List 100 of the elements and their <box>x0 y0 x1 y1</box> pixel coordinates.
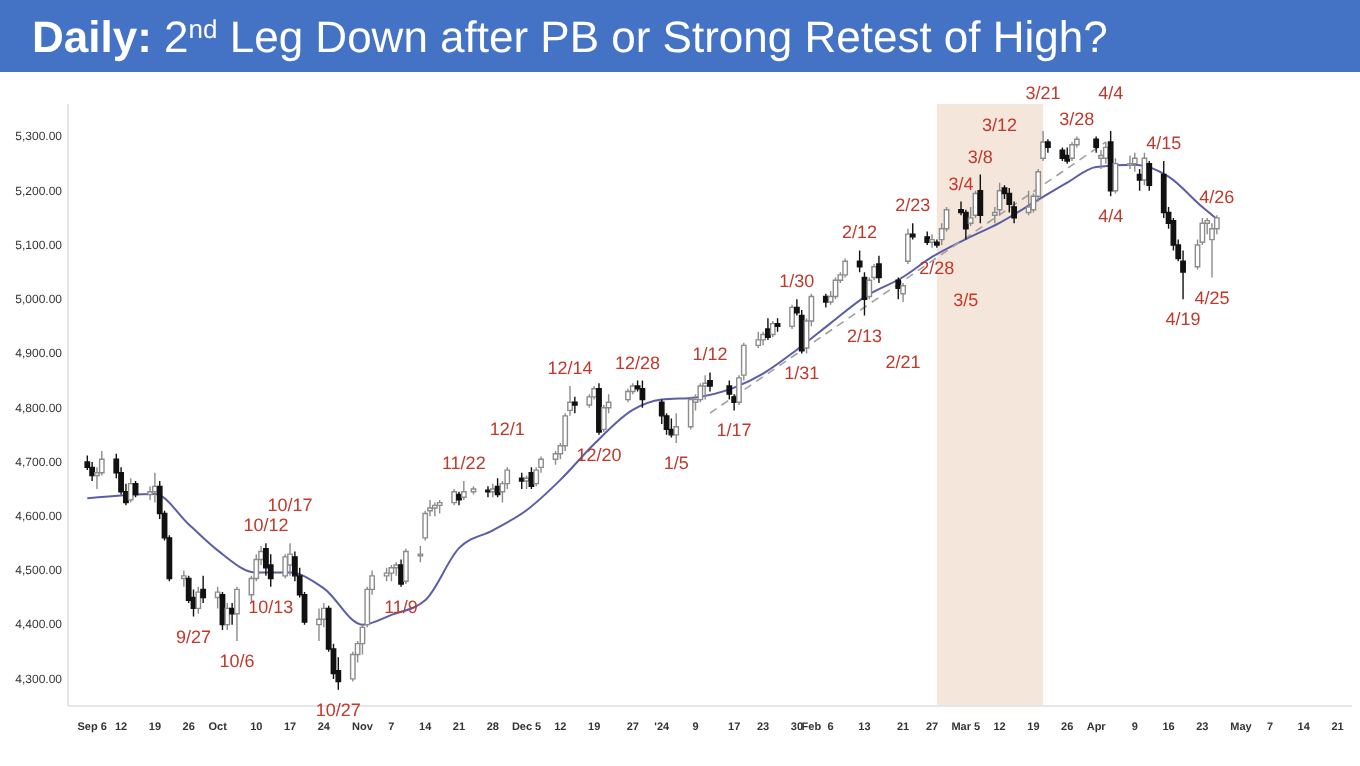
annotation: 1/5 <box>663 452 689 473</box>
candlestick <box>287 542 293 577</box>
candlestick <box>933 238 940 249</box>
candlestick <box>755 331 762 349</box>
candlestick <box>822 293 829 309</box>
candlestick <box>702 374 709 401</box>
candlestick <box>1146 160 1153 192</box>
candlestick <box>402 548 409 585</box>
annotation: 4/4 <box>1098 83 1124 104</box>
annotation: 10/13 <box>248 596 294 617</box>
annotation: 4/4 <box>1098 206 1124 227</box>
candlestick <box>571 396 578 414</box>
candlestick <box>909 222 916 241</box>
candlestick <box>1059 146 1066 162</box>
annotation: 9/27 <box>175 626 212 647</box>
candlestick <box>668 417 675 439</box>
candlestick <box>707 371 713 393</box>
candlestick <box>1044 138 1051 154</box>
candlestick <box>586 393 593 409</box>
annotation: 3/28 <box>1059 108 1095 129</box>
candlestick <box>876 255 882 284</box>
candlestick <box>774 317 781 333</box>
annotation: 2/13 <box>846 325 882 346</box>
candlestick <box>518 472 525 490</box>
annotation: 12/28 <box>615 352 661 373</box>
candlestick <box>962 209 969 241</box>
candlestick <box>1209 222 1215 279</box>
candlestick <box>460 480 467 501</box>
candlestick <box>895 276 902 300</box>
annotation: 3/12 <box>982 114 1018 135</box>
candlestick <box>456 491 462 507</box>
candlestick <box>1107 130 1114 197</box>
candlestick <box>528 466 535 490</box>
candlestick <box>1098 149 1104 170</box>
annotation: 10/6 <box>219 650 255 671</box>
annotation: 11/9 <box>384 596 418 617</box>
candlestick <box>398 558 404 588</box>
annotation: 2/28 <box>919 257 955 278</box>
annotation: 1/12 <box>692 344 728 365</box>
candlestick <box>1127 154 1133 170</box>
candlestick <box>388 564 395 582</box>
annotation: 3/21 <box>1025 83 1061 104</box>
annotation: 2/12 <box>842 222 878 243</box>
candlestick <box>383 567 390 582</box>
annotation: 4/26 <box>1199 187 1235 208</box>
candlestick <box>760 331 766 347</box>
annotation: 10/12 <box>243 515 289 536</box>
candlestick <box>596 382 602 436</box>
candlestick <box>673 412 680 444</box>
annotation: 1/30 <box>779 271 815 292</box>
annotation: 4/25 <box>1194 287 1230 308</box>
candlestick <box>591 385 598 401</box>
candlestick <box>842 257 849 279</box>
candlestick <box>436 499 443 515</box>
annotation: 12/1 <box>489 419 525 440</box>
candlestick <box>924 230 931 246</box>
candlestick <box>89 461 96 482</box>
candlestick <box>200 575 207 604</box>
candlestick <box>1025 190 1032 216</box>
annotation: 12/14 <box>547 358 593 379</box>
candlestick <box>127 477 134 504</box>
candlestick <box>1069 141 1075 162</box>
candlestick <box>224 602 231 631</box>
candlestick <box>552 450 559 466</box>
candlestick <box>1064 146 1071 165</box>
annotation: 4/15 <box>1146 132 1182 153</box>
candlestick <box>431 501 438 517</box>
candlestick <box>856 249 863 273</box>
candlestick <box>977 173 984 225</box>
candlestick <box>214 585 221 610</box>
annotation: 1/17 <box>716 420 752 441</box>
candlestick <box>494 477 501 498</box>
annotation: 3/5 <box>953 289 979 310</box>
candlestick <box>769 320 776 338</box>
candlestick <box>393 561 400 577</box>
candlestick <box>180 569 187 588</box>
candlestick <box>929 233 935 249</box>
candlestick <box>625 388 631 403</box>
candlestick <box>900 282 906 303</box>
annotation: 10/17 <box>267 495 313 516</box>
candlestick <box>789 303 795 330</box>
candlestick <box>234 585 240 642</box>
candlestick <box>489 482 496 498</box>
annotation: 4/19 <box>1165 309 1201 330</box>
candlestick <box>316 607 322 642</box>
candlestick <box>905 228 911 265</box>
candlestick <box>765 317 771 341</box>
candlestick <box>1102 141 1109 165</box>
annotation: 2/21 <box>885 351 921 372</box>
annotation: 2/23 <box>895 195 931 216</box>
candlestick <box>687 396 694 431</box>
candlestick <box>195 585 202 615</box>
annotation: 3/4 <box>948 173 974 194</box>
candlestick <box>639 379 646 409</box>
candlestick <box>485 485 491 498</box>
annotation: 11/22 <box>441 452 486 473</box>
candlestick <box>451 488 458 507</box>
candlestick <box>1131 152 1138 173</box>
candlestick <box>996 181 1003 216</box>
candlestick <box>697 382 704 403</box>
